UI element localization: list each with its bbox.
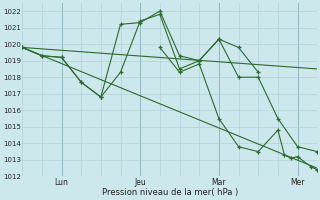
X-axis label: Pression niveau de la mer( hPa ): Pression niveau de la mer( hPa ) [101,188,238,197]
